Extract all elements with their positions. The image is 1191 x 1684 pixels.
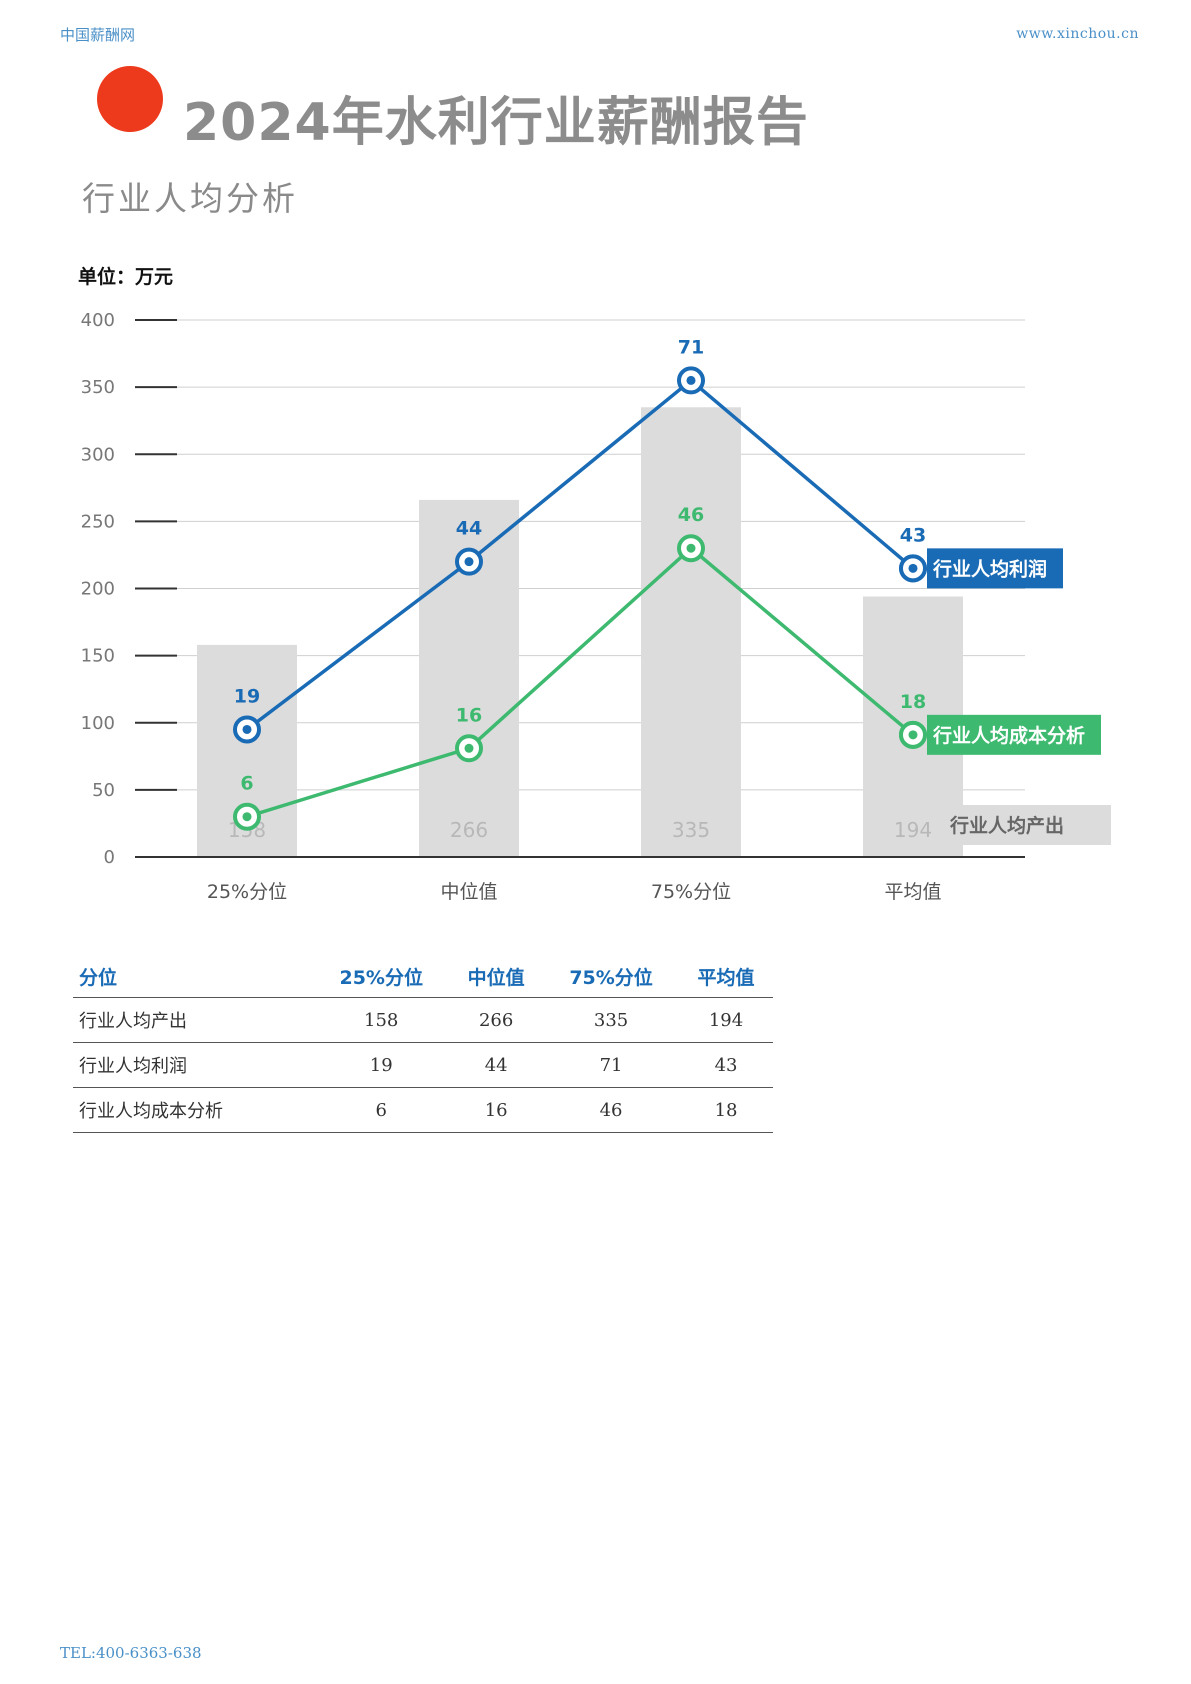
series-point-center [686,375,696,385]
legend-output-tag [943,805,1111,845]
table-cell: 43 [679,1042,773,1088]
table-header-cell: 25%分位 [313,955,450,998]
table-cell: 71 [543,1042,680,1088]
data-label: 71 [678,336,704,358]
data-label: 46 [678,504,704,526]
y-tick-label: 0 [104,847,115,868]
table-cell: 19 [313,1042,450,1088]
table-cell: 行业人均产出 [73,997,314,1043]
series-line [245,378,915,731]
bar [641,407,741,857]
series-point-center [908,730,918,740]
site-name: 中国薪酬网 [60,26,136,44]
y-tick-label: 100 [81,713,115,734]
data-table: 分位 25%分位 中位值 75%分位 平均值 行业人均产出 158 266 335 194 行业人… [73,955,773,1133]
bar-value-label: 335 [672,818,710,842]
data-label: 19 [234,685,260,707]
legend-tag [927,548,1063,589]
accent-dot-icon [97,66,163,132]
legend-label: 行业人均成本分析 [932,724,1085,747]
data-label: 6 [240,773,253,795]
data-label: 44 [456,518,482,540]
x-tick-label: 75%分位 [651,881,731,903]
series-point-center [908,563,918,573]
site-url[interactable]: www.xinchou.cn [1016,26,1139,42]
y-tick-label: 250 [81,511,115,532]
table-cell: 行业人均成本分析 [73,1087,314,1133]
table-header-cell: 平均值 [679,955,773,998]
series-point-center [464,557,474,567]
y-tick-label: 150 [81,646,115,667]
legend-label: 行业人均利润 [932,557,1047,580]
table-row: 行业人均成本分析 6 16 46 18 [73,1087,773,1133]
table-header-cell: 75%分位 [543,955,680,998]
table-row: 行业人均利润 19 44 71 43 [73,1042,773,1088]
legend-output-label: 行业人均产出 [949,814,1064,837]
legend-tag [927,714,1101,755]
y-tick-label: 300 [81,444,115,465]
table-header-cell: 分位 [73,955,314,998]
y-tick-label: 350 [81,377,115,398]
data-label: 16 [456,704,482,726]
chart: 单位：万元05010015020025030035040015826633519… [78,265,1111,903]
y-tick-label: 200 [81,579,115,600]
table-cell: 6 [313,1087,450,1133]
series-line [246,545,915,819]
section-subtitle: 行业人均分析 [82,179,298,218]
y-tick-label: 50 [92,780,115,801]
table-row: 行业人均产出 158 266 335 194 [73,997,773,1043]
footer-tel: TEL:400-6363-638 [60,1644,202,1662]
table-cell: 44 [449,1042,544,1088]
series-point-center [464,743,474,753]
bar-value-label: 194 [894,818,932,842]
x-tick-label: 平均值 [884,881,941,903]
table-cell: 194 [679,997,773,1043]
x-tick-label: 中位值 [440,881,497,903]
series-point-center [242,812,252,822]
y-tick-label: 400 [81,310,115,331]
table-cell: 行业人均利润 [73,1042,314,1088]
table-cell: 335 [543,997,680,1043]
series-point-center [242,724,252,734]
data-label: 43 [900,524,926,546]
table-cell: 266 [449,997,544,1043]
x-tick-label: 25%分位 [207,881,287,903]
table-header-row: 分位 25%分位 中位值 75%分位 平均值 [73,955,773,998]
series-point-center [686,543,696,553]
bar-value-label: 266 [450,818,488,842]
table-cell: 18 [679,1087,773,1133]
data-label: 18 [900,691,926,713]
table-cell: 46 [543,1087,680,1133]
unit-label: 单位：万元 [78,265,173,288]
table-cell: 158 [313,997,450,1043]
report-title: 2024年水利行业薪酬报告 [183,93,809,153]
table-cell: 16 [449,1087,544,1133]
table-header-cell: 中位值 [449,955,544,998]
